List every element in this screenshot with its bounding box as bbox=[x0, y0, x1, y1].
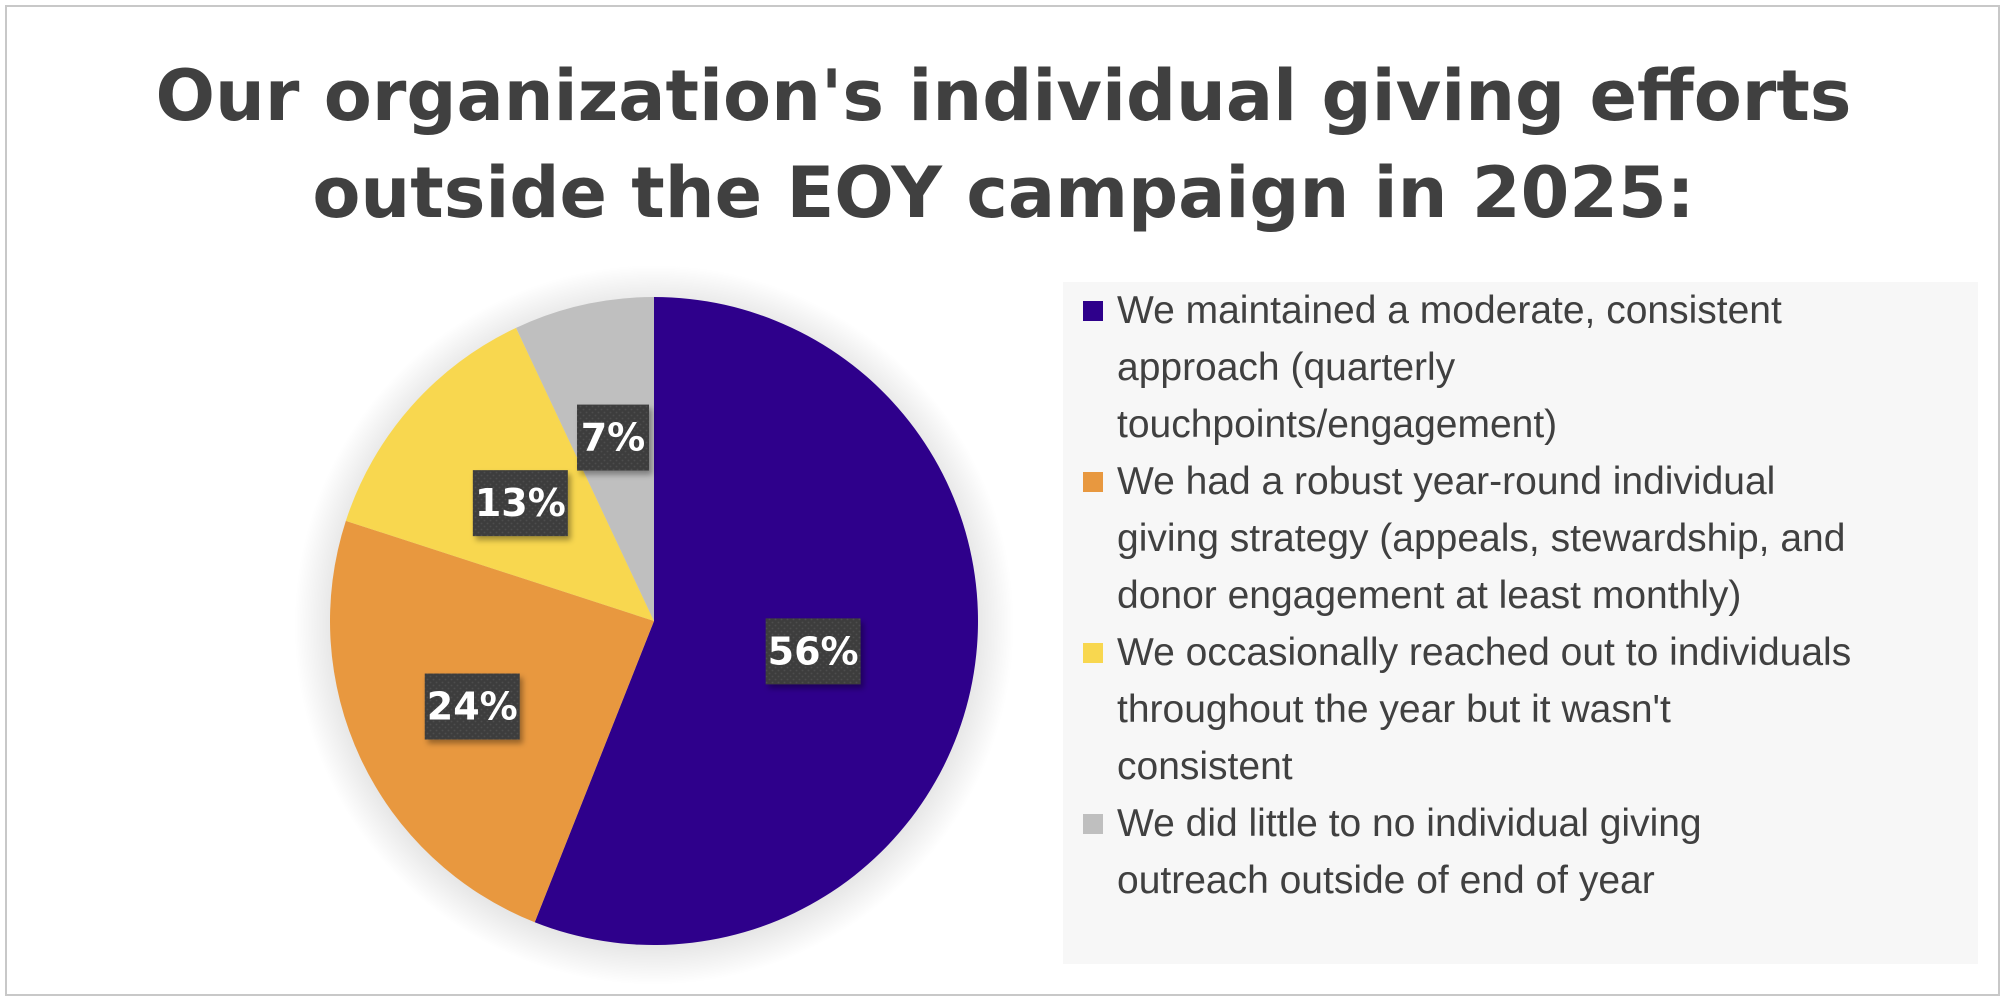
legend-item: We occasionally reached out to individua… bbox=[1083, 624, 1983, 795]
data-label-box bbox=[577, 404, 650, 471]
data-label: 56% bbox=[765, 618, 861, 685]
chart-title-line-1: Our organization's individual giving eff… bbox=[155, 55, 1852, 137]
data-label-text: 24% bbox=[427, 685, 518, 729]
data-label-text: 13% bbox=[475, 481, 566, 525]
data-label: 13% bbox=[472, 470, 568, 537]
legend-label: We occasionally reached out to individua… bbox=[1117, 631, 1852, 788]
legend-item: We did little to no individual giving ou… bbox=[1083, 795, 1983, 909]
pie-data-labels: 56% 24% 13% 7% bbox=[424, 404, 861, 740]
legend-label: We had a robust year-round individual gi… bbox=[1117, 460, 1846, 617]
legend-panel bbox=[1063, 282, 1978, 964]
legend-item: We maintained a moderate, consistent app… bbox=[1083, 282, 1983, 453]
legend-swatch bbox=[1083, 814, 1103, 834]
chart-title: Our organization's individual giving eff… bbox=[0, 48, 2007, 242]
data-label-text: 56% bbox=[768, 629, 859, 673]
data-label-text: 7% bbox=[581, 416, 646, 460]
legend-item: We had a robust year-round individual gi… bbox=[1083, 453, 1983, 624]
pie-slice bbox=[534, 297, 979, 945]
data-label: 7% bbox=[577, 404, 650, 471]
legend: We maintained a moderate, consistent app… bbox=[1083, 282, 1983, 909]
legend-swatch bbox=[1083, 643, 1103, 663]
pie-slices bbox=[330, 297, 979, 945]
data-label-box bbox=[765, 618, 861, 685]
legend-swatch bbox=[1083, 472, 1103, 492]
data-label-box bbox=[472, 470, 568, 537]
data-label-box bbox=[424, 673, 520, 740]
chart-title-line-2: outside the EOY campaign in 2025: bbox=[312, 152, 1695, 234]
data-label: 24% bbox=[424, 673, 520, 740]
legend-label: We maintained a moderate, consistent app… bbox=[1117, 289, 1782, 446]
legend-swatch bbox=[1083, 301, 1103, 321]
legend-label: We did little to no individual giving ou… bbox=[1117, 802, 1702, 902]
